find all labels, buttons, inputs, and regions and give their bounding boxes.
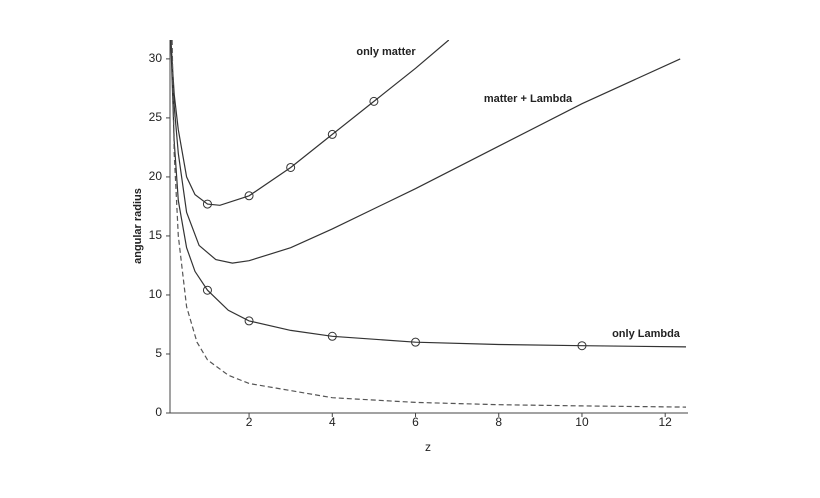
curve [171,40,687,408]
marker [327,129,337,139]
marker [369,96,379,106]
x-tick-label: 8 [495,415,502,429]
marker [244,191,254,201]
marker [411,337,421,347]
y-tick-label: 15 [149,228,163,242]
plot-area [170,40,687,408]
series-label: matter + Lambda [484,93,573,105]
marker [327,331,337,341]
y-tick-label: 5 [155,346,162,360]
y-axis-label: angular radius [132,188,144,264]
x-tick-label: 12 [659,415,673,429]
y-tick-label: 30 [149,51,163,65]
y-tick-label: 0 [155,405,162,419]
y-tick-label: 10 [149,287,163,301]
series-label: only Lambda [612,328,681,340]
x-tick-label: 10 [575,415,589,429]
marker [202,285,212,295]
y-tick-label: 25 [149,110,163,124]
x-axis-label: z [425,440,431,454]
series-label: only matter [356,46,416,58]
curve [170,40,681,264]
marker [244,316,254,326]
x-tick-label: 4 [329,415,336,429]
x-tick-label: 2 [246,415,253,429]
marker [202,199,212,209]
curve [170,40,450,206]
marker [577,341,587,351]
curve [170,40,687,348]
x-tick-label: 6 [412,415,419,429]
marker [286,162,296,172]
y-tick-label: 20 [149,169,163,183]
